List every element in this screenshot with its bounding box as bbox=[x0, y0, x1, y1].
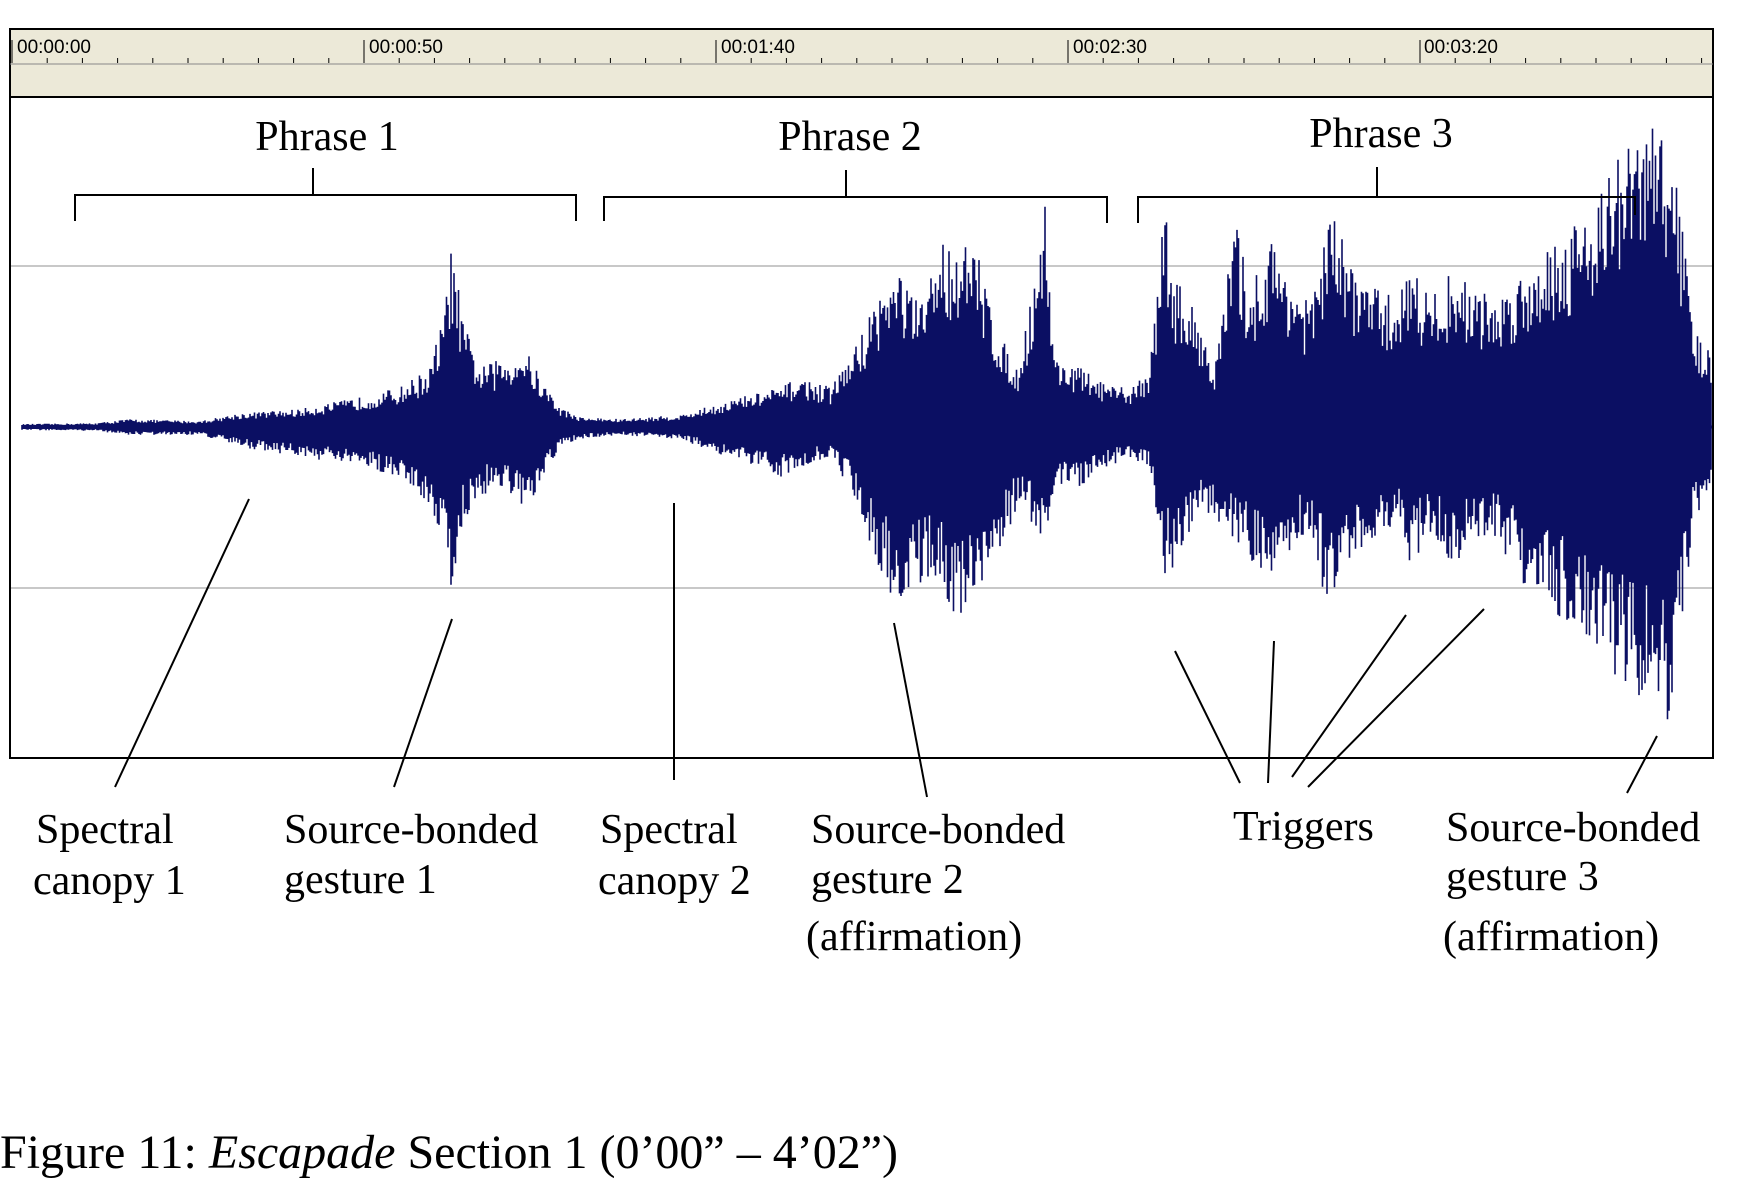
leader-trigger-4 bbox=[1307, 608, 1485, 788]
leader-source-bonded-gesture-1 bbox=[393, 618, 453, 788]
tick-label-2: 00:01:40 bbox=[721, 37, 795, 58]
label-line: gesture 1 bbox=[284, 857, 437, 903]
leader-source-bonded-gesture-3 bbox=[1626, 735, 1658, 794]
waveform-panel bbox=[9, 96, 1714, 759]
tick-label-1: 00:00:50 bbox=[369, 37, 443, 58]
phrase-1-bracket bbox=[74, 168, 577, 221]
phrase-brackets bbox=[74, 167, 1636, 223]
label-line: Triggers bbox=[1233, 804, 1374, 850]
phrase-3-bracket bbox=[1137, 167, 1636, 223]
annotation-triggers: Triggers bbox=[1233, 804, 1374, 850]
label-line: gesture 3 bbox=[1446, 854, 1599, 900]
leader-trigger-3 bbox=[1291, 614, 1407, 778]
figure-caption: Figure 11: Escapade Section 1 (0’00” – 4… bbox=[0, 1125, 898, 1180]
label-line: Spectral bbox=[36, 807, 174, 853]
audio-waveform bbox=[21, 128, 1712, 720]
tick-label-3: 00:02:30 bbox=[1073, 37, 1147, 58]
leader-spectral-canopy-1 bbox=[114, 498, 250, 788]
ruler-ticks bbox=[11, 40, 1703, 63]
annotation-source-bonded-gesture-1: Source-bonded gesture 1 bbox=[284, 807, 538, 903]
label-line: gesture 2 bbox=[811, 857, 964, 903]
leader-lines bbox=[114, 498, 1658, 798]
phrase-1-label: Phrase 1 bbox=[255, 114, 398, 160]
caption-prefix: Figure 11: bbox=[0, 1126, 209, 1179]
label-line: (affirmation) bbox=[1443, 914, 1659, 960]
annotation-source-bonded-gesture-3: Source-bonded gesture 3 (affirmation) bbox=[1443, 805, 1700, 960]
caption-suffix: Section 1 (0’00” – 4’02”) bbox=[395, 1126, 899, 1179]
label-line: Source-bonded bbox=[1446, 805, 1700, 851]
annotation-spectral-canopy-2: Spectral canopy 2 bbox=[598, 807, 751, 904]
label-line: (affirmation) bbox=[806, 914, 1022, 960]
label-line: Source-bonded bbox=[284, 807, 538, 853]
label-line: Source-bonded bbox=[811, 807, 1065, 853]
leader-source-bonded-gesture-2 bbox=[893, 622, 928, 798]
leader-trigger-1 bbox=[1174, 650, 1241, 784]
phrase-2-bracket bbox=[603, 170, 1108, 223]
leader-trigger-2 bbox=[1267, 640, 1275, 784]
label-line: canopy 1 bbox=[33, 858, 186, 904]
label-line: canopy 2 bbox=[598, 858, 751, 904]
annotation-source-bonded-gesture-2: Source-bonded gesture 2 (affirmation) bbox=[806, 807, 1065, 960]
phrase-2-label: Phrase 2 bbox=[778, 114, 921, 160]
caption-title: Escapade bbox=[208, 1126, 396, 1179]
timeline-ruler: 00:00:00 00:00:50 00:01:40 00:02:30 00:0… bbox=[9, 28, 1714, 98]
tick-label-4: 00:03:20 bbox=[1424, 37, 1498, 58]
phrase-3-label: Phrase 3 bbox=[1309, 111, 1452, 157]
label-line: Spectral bbox=[600, 807, 738, 853]
tick-label-0: 00:00:00 bbox=[17, 37, 91, 58]
annotation-spectral-canopy-1: Spectral canopy 1 bbox=[33, 807, 186, 904]
